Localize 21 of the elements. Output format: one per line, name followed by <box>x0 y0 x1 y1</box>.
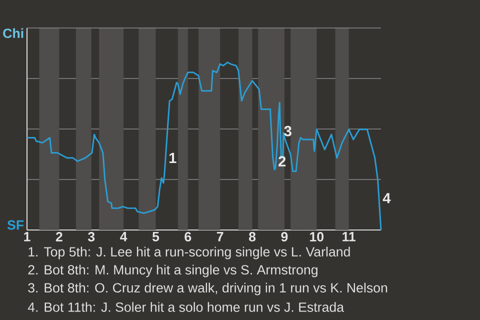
x-tick-label: 1 <box>24 232 30 242</box>
text: 1. Top 5th: J. Lee hit a run-scoring single vs L. Varland <box>28 246 350 260</box>
text: Chi <box>3 28 24 38</box>
x-tick-label: 3 <box>88 232 95 242</box>
text: SF <box>7 220 24 230</box>
annotation: 4 <box>382 193 391 204</box>
x-tick-label: 6 <box>184 232 192 242</box>
x-tick-label: 11 <box>342 232 356 242</box>
x-tick-label: 10 <box>310 232 324 242</box>
annotation: 2 <box>278 156 286 166</box>
text: 2. Bot 8th: M. Muncy hit a single vs S. Armstrong <box>28 264 318 278</box>
text: 4. Bot 11th: J. Soler hit a solo home run vs J. Estrada <box>28 302 344 312</box>
x-tick-label: 5 <box>152 232 160 242</box>
text: 3. Bot 8th: O. Cruz drew a walk, driving in 1 run vs K. Nelson <box>28 282 388 296</box>
x-tick-label: 2 <box>56 232 62 242</box>
x-tick-label: 4 <box>120 232 128 242</box>
annotation: 3 <box>284 126 292 136</box>
x-tick-label: 8 <box>248 232 256 242</box>
annotation: 1 <box>170 152 176 163</box>
x-tick-label: 9 <box>281 232 288 242</box>
x-tick-label: 7 <box>216 232 224 242</box>
